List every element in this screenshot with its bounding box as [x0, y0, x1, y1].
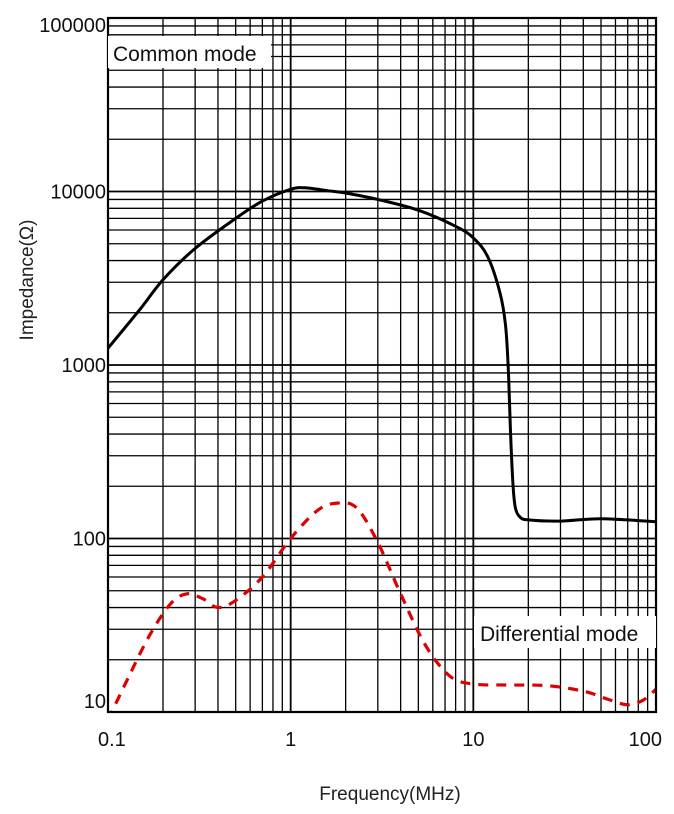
x-tick-label: 10 [462, 729, 484, 751]
y-tick-label: 100000 [39, 15, 106, 37]
grid [107, 18, 656, 713]
legend-differential-mode-label: Differential mode [480, 623, 638, 646]
legend-common-mode: Common mode [108, 36, 271, 68]
x-tick-label: 0.1 [98, 729, 126, 751]
x-tick-label: 100 [629, 729, 662, 751]
plot-frame [106, 16, 658, 714]
x-tick-label: 1 [285, 729, 296, 751]
legend-differential-mode-box [474, 616, 656, 648]
legend-common-mode-label: Common mode [113, 43, 257, 66]
legend-common-mode-box [108, 36, 271, 68]
y-tick-label: 10000 [50, 182, 106, 204]
y-axis-title: Impedance(Ω) [17, 220, 38, 341]
series-line-differential-mode [110, 501, 656, 712]
y-tick-label: 100 [73, 529, 106, 551]
tick-labels: 0.1 1 10 100 10 100 1000 10000 100000 [39, 15, 662, 751]
legend-differential-mode: Differential mode [474, 616, 656, 648]
series-line-common-mode [108, 186, 656, 524]
series-lines [108, 186, 656, 712]
y-tick-label: 1000 [62, 355, 107, 377]
y-tick-label: 10 [84, 691, 106, 713]
x-axis-title: Frequency(MHz) [319, 784, 460, 805]
